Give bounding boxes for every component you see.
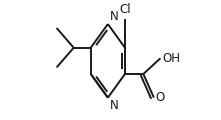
Text: OH: OH	[162, 52, 180, 65]
Text: N: N	[110, 99, 119, 112]
Text: N: N	[110, 10, 119, 23]
Text: O: O	[156, 91, 165, 104]
Text: Cl: Cl	[119, 3, 131, 16]
